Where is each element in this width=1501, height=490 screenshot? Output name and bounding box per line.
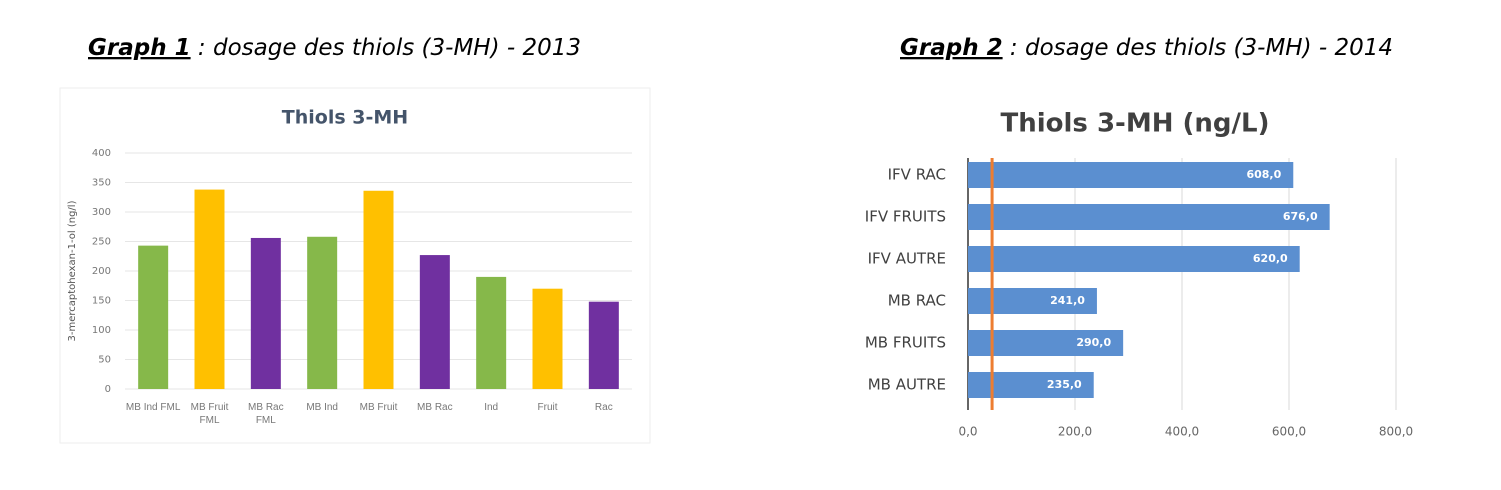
bar (138, 245, 169, 389)
caption: Graph 2 : dosage des thiols (3-MH) - 201… (900, 35, 1393, 61)
category-label: MB AUTRE (868, 376, 946, 394)
x-tick-label: MB Rac FML (248, 402, 284, 426)
x-tick-label-box: MB Fruit FML (190, 402, 229, 426)
bar (968, 372, 1094, 398)
x-tick-label: 0,0 (958, 425, 977, 439)
value-label: 676,0 (1283, 210, 1318, 223)
bar (419, 255, 450, 389)
category-label: MB FRUITS (865, 334, 946, 352)
chart-title: Thiols 3-MH (ng/L) (1001, 109, 1270, 139)
bar (476, 276, 507, 389)
value-label: 241,0 (1050, 294, 1085, 307)
x-tick-label: Fruit (537, 402, 558, 413)
x-tick-label: 800,0 (1379, 425, 1413, 439)
bar (968, 204, 1330, 230)
x-tick-label-box: Rac (594, 402, 613, 413)
category-label: IFV AUTRE (868, 250, 946, 268)
x-tick-label: Ind (484, 402, 499, 413)
caption-text: : dosage des thiols (3-MH) - 2013 (191, 35, 581, 61)
x-tick-label-box: Fruit (537, 402, 558, 413)
caption-label: Graph 1 (88, 35, 191, 61)
bar (588, 301, 619, 389)
x-tick-label: Rac (594, 402, 613, 413)
caption: Graph 1 : dosage des thiols (3-MH) - 201… (88, 35, 581, 61)
x-tick-label: 400,0 (1165, 425, 1199, 439)
x-tick-label: MB Ind FML (125, 402, 181, 413)
category-label: IFV RAC (888, 166, 946, 184)
y-tick-label: 200 (92, 266, 111, 277)
value-label: 608,0 (1246, 168, 1281, 181)
bar (363, 190, 394, 389)
bar (250, 237, 281, 389)
x-tick-label: 600,0 (1272, 425, 1306, 439)
caption-label: Graph 2 (900, 35, 1003, 61)
x-tick-label: MB Rac (417, 402, 453, 413)
y-tick-label: 100 (92, 325, 111, 336)
value-label: 235,0 (1047, 378, 1082, 391)
y-tick-label: 350 (92, 178, 111, 189)
x-tick-label-box: MB Fruit (359, 402, 398, 413)
x-tick-label-box: MB Rac (417, 402, 453, 413)
bar (968, 330, 1124, 356)
y-tick-label: 400 (92, 148, 111, 159)
chart-title: Thiols 3-MH (282, 107, 408, 129)
y-tick-label: 250 (92, 237, 111, 248)
chart-frame (59, 87, 651, 444)
bar (194, 189, 225, 389)
x-tick-label: MB Fruit (359, 402, 398, 413)
x-tick-label-box: MB Ind FML (125, 402, 181, 413)
category-label: MB RAC (888, 292, 946, 310)
bar (532, 288, 563, 389)
value-label: 290,0 (1076, 336, 1111, 349)
x-tick-label-box: MB Rac FML (248, 402, 284, 426)
x-tick-label-box: MB Ind (306, 402, 338, 413)
y-tick-label: 50 (98, 355, 111, 366)
x-tick-label-box: Ind (484, 402, 499, 413)
x-tick-label: MB Fruit FML (190, 402, 229, 426)
y-tick-label: 300 (92, 207, 111, 218)
value-label: 620,0 (1253, 252, 1288, 265)
bar (307, 236, 338, 389)
bar (968, 162, 1294, 188)
y-tick-label: 150 (92, 296, 111, 307)
bar (968, 246, 1300, 272)
caption-text: : dosage des thiols (3-MH) - 2014 (1003, 35, 1393, 61)
x-tick-label: MB Ind (306, 402, 338, 413)
bar (968, 288, 1097, 314)
y-axis-label: 3-mercaptohexan-1-ol (ng/l) (67, 200, 78, 341)
x-tick-label: 200,0 (1058, 425, 1092, 439)
y-tick-label: 0 (105, 384, 111, 395)
category-label: IFV FRUITS (865, 208, 946, 226)
